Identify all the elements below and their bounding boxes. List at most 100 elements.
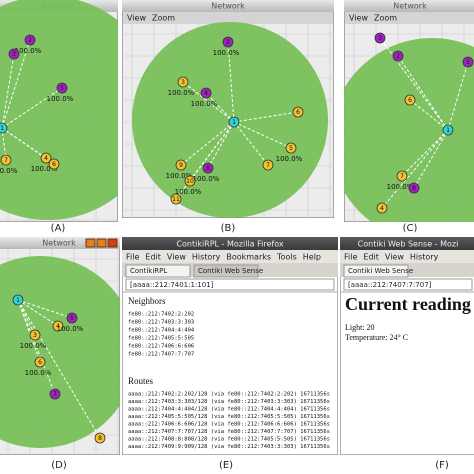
node[interactable] — [202, 162, 214, 174]
node[interactable] — [94, 432, 106, 444]
panel-label: (E) — [219, 460, 233, 471]
node[interactable] — [462, 56, 474, 68]
tab[interactable] — [193, 264, 259, 278]
node-id: 10 — [186, 178, 194, 185]
node[interactable] — [52, 320, 64, 332]
tab[interactable] — [343, 264, 409, 278]
menu-item[interactable]: View — [127, 14, 146, 23]
node-id: 6 — [38, 359, 42, 366]
node[interactable] — [285, 142, 297, 154]
menu-item[interactable]: View — [385, 253, 404, 262]
menu-item[interactable]: History — [410, 253, 439, 262]
neighbor: fe80::212:7405:5:505 — [128, 336, 194, 342]
node[interactable] — [408, 182, 420, 194]
node-id: 1 — [0, 125, 4, 132]
window-button[interactable] — [96, 238, 107, 248]
node-id: 4 — [204, 90, 208, 97]
node[interactable] — [66, 312, 78, 324]
node[interactable] — [228, 116, 240, 128]
menu-item[interactable]: Edit — [145, 253, 161, 262]
node[interactable] — [8, 48, 20, 60]
radio-range — [344, 38, 474, 222]
neighbor: fe80::212:7407:7:707 — [128, 352, 194, 358]
link — [413, 129, 449, 189]
neighbor: fe80::212:7402:2:202 — [128, 312, 194, 318]
node[interactable] — [262, 159, 274, 171]
menu-item[interactable]: Help — [303, 253, 321, 262]
menu-item[interactable]: View — [349, 14, 368, 23]
node-id: 2 — [396, 53, 400, 60]
menu-item[interactable]: View — [167, 253, 186, 262]
node-id: 3 — [12, 51, 16, 58]
window-button[interactable] — [107, 238, 118, 248]
window-title: Network — [42, 239, 76, 248]
node[interactable] — [0, 154, 12, 166]
node[interactable] — [404, 94, 416, 106]
node[interactable] — [200, 87, 212, 99]
menu-item[interactable]: File — [126, 253, 139, 262]
node-id: 1 — [446, 127, 450, 134]
node[interactable] — [56, 82, 68, 94]
panel-label: (B) — [221, 223, 236, 234]
menu-item[interactable]: Tools — [276, 253, 297, 262]
node-id: 6 — [296, 109, 300, 116]
reading: Temperature: 24° C — [345, 333, 408, 342]
route: aaaa::212:7409:9:909/128 (via fe80::212:… — [128, 444, 330, 450]
node[interactable] — [222, 36, 234, 48]
node[interactable] — [376, 202, 388, 214]
window-button[interactable] — [85, 238, 96, 248]
node-id: 7 — [266, 162, 270, 169]
node[interactable] — [392, 50, 404, 62]
tab[interactable] — [125, 264, 191, 278]
node[interactable] — [175, 159, 187, 171]
link — [207, 121, 235, 169]
route: aaaa::212:7404:4:404/128 (via fe80::212:… — [128, 407, 330, 413]
menu-item[interactable]: Zoom — [374, 14, 397, 23]
node[interactable] — [396, 170, 408, 182]
title-bar — [340, 237, 474, 250]
menu-item[interactable]: Zoom — [152, 14, 175, 23]
node-id: 8 — [98, 435, 102, 442]
node[interactable] — [24, 34, 36, 46]
window-title: ContikiRPL - Mozilla Firefox — [176, 240, 283, 249]
menu-item[interactable]: File — [344, 253, 357, 262]
node[interactable] — [0, 122, 8, 134]
link — [180, 121, 235, 166]
route: aaaa::212:7406:6:606/128 (via fe80::212:… — [128, 422, 330, 428]
network-window: Network View Zoom 1 3 2 5 6 7 100.0%8 4 — [344, 0, 474, 222]
route: aaaa::212:7403:3:303/128 (via fe80::212:… — [128, 399, 330, 405]
menu-item[interactable]: Edit — [363, 253, 379, 262]
url-bar[interactable] — [125, 278, 335, 291]
node-label: 100.0% — [25, 369, 52, 377]
link — [233, 111, 299, 123]
title-bar — [122, 237, 338, 250]
node-label: 100.0% — [47, 95, 74, 103]
window-title: Network — [211, 2, 245, 11]
neighbor: fe80::212:7406:6:606 — [128, 344, 194, 350]
node[interactable] — [442, 124, 454, 136]
node[interactable] — [177, 76, 189, 88]
node-id: 5 — [289, 145, 293, 152]
node[interactable] — [374, 32, 386, 44]
node-label: 100.0% — [57, 325, 84, 333]
node[interactable] — [12, 294, 24, 306]
node[interactable] — [184, 175, 196, 187]
link — [175, 121, 235, 200]
node-id: 6 — [408, 97, 412, 104]
url-bar[interactable] — [343, 278, 473, 291]
node[interactable] — [49, 388, 61, 400]
node[interactable] — [40, 152, 52, 164]
node-label: 100.0% — [20, 342, 47, 350]
node[interactable] — [170, 193, 182, 205]
node[interactable] — [292, 106, 304, 118]
node-id: 11 — [172, 196, 180, 203]
node-id: 5 — [466, 59, 470, 66]
node[interactable] — [29, 329, 41, 341]
menu-item[interactable]: History — [192, 253, 221, 262]
node[interactable] — [34, 356, 46, 368]
node[interactable] — [48, 158, 60, 170]
menu-item[interactable]: Bookmarks — [226, 253, 271, 262]
node-label: 100.0% — [175, 188, 202, 196]
